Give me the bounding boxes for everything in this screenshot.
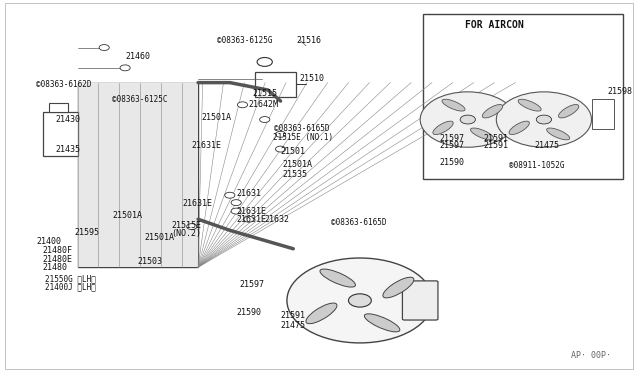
Text: 21631E: 21631E (192, 141, 221, 150)
Ellipse shape (470, 128, 493, 140)
Circle shape (225, 192, 235, 198)
Ellipse shape (483, 105, 502, 118)
Circle shape (536, 115, 552, 124)
Text: 21501: 21501 (280, 147, 305, 156)
Text: 21503: 21503 (138, 257, 163, 266)
Text: 21460: 21460 (125, 52, 150, 61)
Text: 21590: 21590 (439, 157, 464, 167)
Text: 21591: 21591 (280, 311, 305, 320)
Text: (NO.2): (NO.2) (172, 229, 202, 238)
Text: 21475: 21475 (534, 141, 559, 150)
Text: AP· 00P·: AP· 00P· (570, 351, 611, 360)
Text: 21475: 21475 (280, 321, 305, 330)
Text: 21400J 〈LH〉: 21400J 〈LH〉 (45, 282, 95, 291)
Text: ©08363-6162D: ©08363-6162D (36, 80, 92, 89)
Text: ©08363-6165D: ©08363-6165D (275, 124, 330, 133)
Text: 21642M: 21642M (249, 100, 279, 109)
Text: 21597: 21597 (239, 280, 264, 289)
Circle shape (231, 208, 241, 214)
Text: 21515E (NO.1): 21515E (NO.1) (273, 133, 333, 142)
Text: 21501A: 21501A (201, 113, 231, 122)
FancyBboxPatch shape (403, 281, 438, 320)
Circle shape (120, 65, 130, 71)
Text: 21595: 21595 (74, 228, 99, 237)
Text: 21501A: 21501A (113, 211, 143, 220)
Circle shape (237, 102, 248, 108)
FancyBboxPatch shape (591, 99, 614, 129)
Text: 21535: 21535 (282, 170, 307, 179)
Circle shape (275, 146, 285, 152)
Text: ©08363-6125C: ©08363-6125C (113, 95, 168, 104)
Text: ®08911-1052G: ®08911-1052G (509, 161, 564, 170)
Ellipse shape (306, 303, 337, 324)
Ellipse shape (559, 105, 579, 118)
Text: 21515: 21515 (252, 89, 277, 98)
Ellipse shape (433, 121, 453, 135)
Text: 21591: 21591 (484, 134, 509, 142)
FancyBboxPatch shape (423, 14, 623, 179)
FancyBboxPatch shape (77, 83, 198, 267)
Text: 21631E: 21631E (236, 206, 266, 216)
Circle shape (275, 131, 285, 137)
Text: FOR AIRCON: FOR AIRCON (465, 20, 524, 31)
Text: ©08363-6125G: ©08363-6125G (217, 36, 273, 45)
Circle shape (257, 58, 273, 66)
Bar (77, 83, 198, 267)
Circle shape (349, 294, 371, 307)
Circle shape (244, 216, 254, 222)
Text: 21501A: 21501A (282, 160, 312, 169)
Circle shape (420, 92, 515, 147)
Text: 21597: 21597 (439, 141, 464, 150)
FancyBboxPatch shape (255, 71, 296, 97)
Ellipse shape (364, 314, 400, 332)
Text: 21515E: 21515E (172, 221, 202, 230)
Ellipse shape (442, 99, 465, 111)
Text: ©08363-6165D: ©08363-6165D (332, 218, 387, 227)
Circle shape (260, 116, 270, 122)
Ellipse shape (509, 121, 529, 135)
Text: 21516: 21516 (296, 36, 321, 45)
Text: 21400: 21400 (36, 237, 61, 246)
Text: 21590: 21590 (236, 308, 261, 317)
FancyBboxPatch shape (43, 112, 77, 157)
FancyBboxPatch shape (49, 103, 68, 112)
Ellipse shape (518, 99, 541, 111)
Text: 21480E: 21480E (43, 254, 72, 264)
Circle shape (99, 45, 109, 51)
Text: 21550G 〈LH〉: 21550G 〈LH〉 (45, 275, 95, 283)
Text: 21598: 21598 (607, 87, 632, 96)
Circle shape (187, 224, 197, 230)
Text: 21597: 21597 (439, 134, 464, 142)
Ellipse shape (383, 277, 414, 298)
Text: 21510: 21510 (300, 74, 324, 83)
Text: 21480F: 21480F (43, 246, 72, 255)
Text: 21631E: 21631E (236, 215, 266, 224)
Text: 21631: 21631 (236, 189, 261, 198)
Circle shape (497, 92, 591, 147)
Ellipse shape (547, 128, 570, 140)
Text: 21435: 21435 (55, 145, 81, 154)
Ellipse shape (320, 269, 355, 287)
Text: 21501A: 21501A (144, 233, 174, 242)
Text: 21632: 21632 (265, 215, 290, 224)
Text: 21480: 21480 (43, 263, 68, 272)
Circle shape (460, 115, 476, 124)
Circle shape (231, 200, 241, 206)
Text: 21591: 21591 (484, 141, 509, 150)
Text: 21631E: 21631E (182, 199, 212, 208)
Text: 21430: 21430 (55, 115, 81, 124)
Circle shape (287, 258, 433, 343)
